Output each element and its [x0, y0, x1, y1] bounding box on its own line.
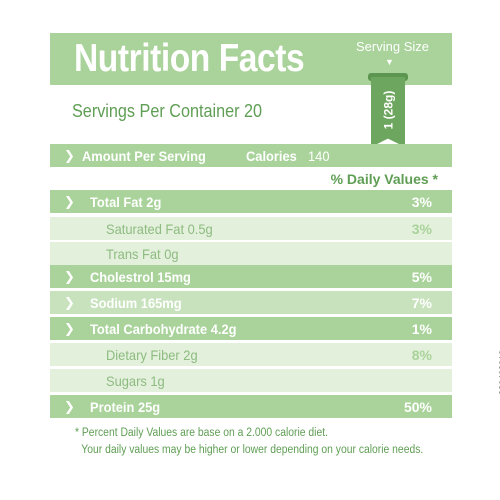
calories-value: 140	[308, 147, 330, 164]
nutrient-pct: 7%	[411, 294, 432, 311]
nutrient-label: Dietary Fiber 2g	[106, 346, 198, 363]
footnote-line-2: Your daily values may be higher or lower…	[81, 444, 424, 456]
daily-values-header: % Daily Values *	[330, 170, 438, 187]
nutrition-label: Nutrition Facts Serving Size ▼ 1 (28g) S…	[50, 33, 452, 418]
footnote-line-1: * Percent Daily Values are base on a 2.0…	[75, 427, 328, 439]
nutrient-pct: 8%	[411, 346, 432, 363]
table-row: ❯ Total Carbohydrate 4.2g 1%	[50, 317, 452, 340]
nutrient-label: Sugars 1g	[106, 372, 165, 389]
nutrient-label: Total Carbohydrate 4.2g	[90, 320, 237, 337]
table-row: Saturated Fat 0.5g 3%	[50, 217, 452, 240]
nutrient-label: Saturated Fat 0.5g	[106, 220, 213, 237]
chevron-down-icon: ▼	[385, 57, 394, 67]
table-row: Dietary Fiber 2g 8%	[50, 343, 452, 366]
serving-size-ribbon	[371, 77, 405, 147]
nutrient-pct: 50%	[403, 398, 432, 415]
chevron-right-icon: ❯	[64, 268, 75, 284]
nutrient-label: Sodium 165mg	[90, 294, 182, 311]
nutrient-pct: 1%	[411, 320, 432, 337]
table-row: ❯ Total Fat 2g 3%	[50, 190, 452, 213]
nutrient-label: Total Fat 2g	[90, 193, 162, 210]
chevron-right-icon: ❯	[64, 193, 75, 209]
nutrient-label: Cholestrol 15mg	[90, 268, 191, 285]
calories-label: Calories	[246, 147, 297, 164]
serving-size-value: 1 (28g)	[381, 90, 395, 130]
label-title: Nutrition Facts	[74, 37, 305, 80]
serving-size-label: Serving Size	[356, 39, 429, 54]
nutrient-label: Trans Fat 0g	[106, 245, 179, 262]
chevron-right-icon: ❯	[64, 147, 75, 163]
servings-per-container: Servings Per Container 20	[72, 101, 263, 121]
chevron-right-icon: ❯	[64, 320, 75, 336]
amount-per-serving-row: ❯ Amount Per Serving Calories 140	[50, 144, 452, 167]
nutrient-pct: 3%	[411, 220, 432, 237]
table-row: ❯ Sodium 165mg 7%	[50, 291, 452, 314]
nutrient-pct: 5%	[411, 268, 432, 285]
label-header: Nutrition Facts Serving Size ▼	[50, 33, 452, 85]
footnote: * Percent Daily Values are base on a 2.0…	[75, 425, 423, 459]
chevron-right-icon: ❯	[64, 398, 75, 414]
amount-per-serving-label: Amount Per Serving	[82, 147, 206, 164]
table-row: Trans Fat 0g	[50, 242, 452, 265]
daily-values-header-row: % Daily Values *	[50, 167, 452, 190]
table-row: Sugars 1g	[50, 369, 452, 392]
nutrient-label: Protein 25g	[90, 398, 161, 415]
table-row: ❯ Protein 25g 50%	[50, 395, 452, 418]
nutrient-pct: 3%	[411, 193, 432, 210]
chevron-right-icon: ❯	[64, 294, 75, 310]
table-row: ❯ Cholestrol 15mg 5%	[50, 265, 452, 288]
